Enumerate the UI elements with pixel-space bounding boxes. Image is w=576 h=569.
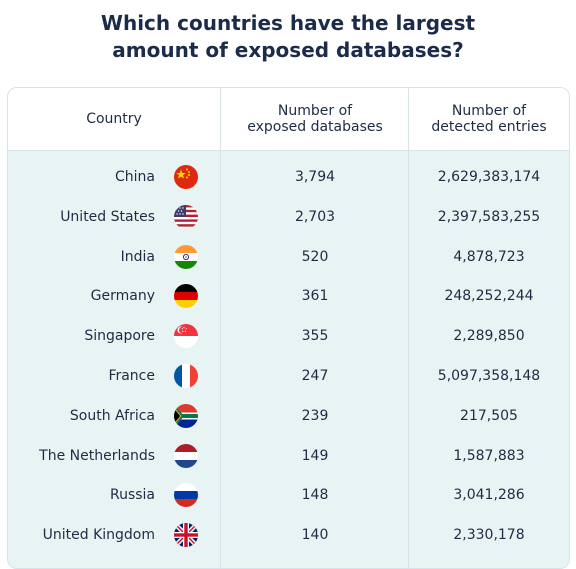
table-row: France 247 5,097,358,148 xyxy=(8,356,569,396)
table-row: Germany 361 248,252,244 xyxy=(8,276,569,316)
exposed-databases-value: 140 xyxy=(301,527,329,544)
detected-entries-value: 1,587,883 xyxy=(453,447,525,464)
country-name: China xyxy=(115,169,155,185)
exposed-databases-value: 355 xyxy=(301,328,329,345)
country-name: United States xyxy=(60,208,155,225)
country-name: United Kingdom xyxy=(42,527,155,544)
country-name: The Netherlands xyxy=(39,447,155,464)
country-name: South Africa xyxy=(69,407,155,424)
detected-entries-value: 5,097,358,148 xyxy=(437,368,541,384)
exposed-databases-value: 239 xyxy=(301,407,329,424)
uk-flag-icon xyxy=(174,523,198,548)
detected-entries-value: 217,505 xyxy=(460,407,518,424)
title-line-2: amount of exposed databases? xyxy=(112,38,464,62)
exposed-databases-value: 148 xyxy=(301,487,329,504)
country-name: India xyxy=(120,248,155,265)
detected-entries-value: 248,252,244 xyxy=(444,288,534,305)
table-header: Country Number of exposed databases Numb… xyxy=(8,88,569,151)
chart-title: Which countries have the largest amount … xyxy=(0,10,576,64)
detected-entries-value: 2,397,583,255 xyxy=(437,208,541,225)
france-flag-icon xyxy=(174,364,198,388)
singapore-flag-icon xyxy=(174,324,198,349)
india-flag-icon xyxy=(174,244,198,269)
table-row: India 520 4,878,723 xyxy=(8,237,569,277)
header-detected-entries: Number of detected entries xyxy=(431,103,547,135)
column-divider-2 xyxy=(408,88,409,568)
table-row: Russia 148 3,041,286 xyxy=(8,475,569,515)
south-africa-flag-icon xyxy=(174,403,198,428)
usa-flag-icon xyxy=(174,204,198,229)
table-row: United Kingdom 140 2,330,178 xyxy=(8,515,569,555)
header-exposed-databases: Number of exposed databases xyxy=(247,103,383,135)
exposed-databases-value: 2,703 xyxy=(294,208,336,225)
russia-flag-icon xyxy=(174,483,198,508)
germany-flag-icon xyxy=(174,284,198,309)
title-line-1: Which countries have the largest xyxy=(100,11,476,35)
table-row: South Africa 239 217,505 xyxy=(8,396,569,436)
table-row: China 3,794 2,629,383,174 xyxy=(8,157,569,197)
exposed-databases-value: 247 xyxy=(301,368,329,384)
header-country: Country xyxy=(86,111,142,127)
exposed-databases-value: 3,794 xyxy=(294,169,336,185)
table-row: The Netherlands 149 1,587,883 xyxy=(8,436,569,476)
table-row: United States 2,703 2,397,583,255 xyxy=(8,197,569,237)
exposed-databases-value: 520 xyxy=(301,248,329,265)
detected-entries-value: 2,289,850 xyxy=(453,328,525,345)
china-flag-icon xyxy=(174,165,198,189)
country-name: Singapore xyxy=(84,328,155,345)
exposed-databases-value: 149 xyxy=(301,447,329,464)
countries-table: Country Number of exposed databases Numb… xyxy=(7,87,570,569)
column-divider-1 xyxy=(220,88,221,568)
detected-entries-value: 4,878,723 xyxy=(453,248,525,265)
country-name: France xyxy=(108,368,155,384)
country-name: Germany xyxy=(90,288,155,305)
netherlands-flag-icon xyxy=(174,443,198,468)
country-name: Russia xyxy=(109,487,155,504)
table-row: Singapore 355 2,289,850 xyxy=(8,316,569,356)
detected-entries-value: 2,629,383,174 xyxy=(437,169,541,185)
detected-entries-value: 2,330,178 xyxy=(453,527,525,544)
detected-entries-value: 3,041,286 xyxy=(453,487,525,504)
exposed-databases-value: 361 xyxy=(301,288,329,305)
